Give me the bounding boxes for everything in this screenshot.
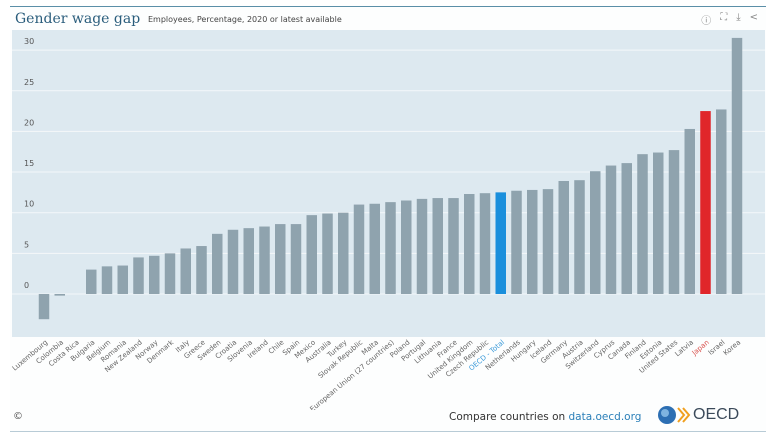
bar (590, 171, 601, 294)
bar (684, 128, 695, 294)
y-tick-label: 5 (24, 240, 29, 249)
chart-title: Gender wage gap (15, 11, 141, 27)
info-icon[interactable]: ⓘ (701, 16, 712, 27)
bar (196, 246, 207, 294)
compare-countries-text: Compare countries on data.oecd.org (449, 411, 641, 423)
bar (212, 233, 223, 294)
bar (621, 163, 632, 294)
bar (54, 294, 65, 296)
bar (149, 255, 160, 294)
bar (164, 253, 176, 294)
x-tick-label: Latvia (674, 338, 695, 358)
bar (558, 180, 569, 294)
x-tick-label: Korea (722, 338, 742, 357)
bar (243, 228, 254, 294)
bar (511, 190, 522, 294)
y-tick-label: 10 (24, 200, 34, 209)
data-oecd-link[interactable]: data.oecd.org (568, 411, 642, 423)
bar (448, 198, 459, 294)
bar (275, 224, 286, 294)
bar (432, 198, 443, 294)
bar (653, 152, 664, 294)
bar (479, 193, 491, 294)
bar (86, 269, 97, 294)
bar (38, 294, 50, 320)
bar (306, 215, 317, 294)
bar (117, 265, 128, 294)
toolbar: ⓘ ⛶ ⤓ < (701, 12, 758, 27)
bar (180, 248, 191, 294)
bar (731, 37, 743, 294)
oecd-logo: OECD (657, 405, 739, 425)
bar (668, 150, 680, 294)
bar (464, 194, 475, 294)
globe-icon (658, 406, 691, 424)
bar (290, 224, 302, 294)
bar (605, 165, 617, 294)
download-icon[interactable]: ⤓ (736, 12, 741, 23)
bar (353, 204, 365, 294)
bar (700, 111, 711, 294)
bar (637, 154, 648, 294)
bar (133, 257, 144, 294)
compare-label: Compare countries on (449, 411, 569, 423)
chart-header: Gender wage gap Employees, Percentage, 2… (10, 7, 766, 31)
bar (385, 202, 396, 294)
y-tick-label: 0 (24, 281, 29, 290)
bar (716, 109, 727, 294)
bar (416, 198, 428, 294)
share-icon[interactable]: < (749, 12, 758, 23)
bar (338, 212, 349, 294)
bar (369, 203, 380, 294)
y-tick-label: 20 (24, 118, 34, 127)
oecd-logo-text: OECD (693, 406, 740, 423)
bar (227, 229, 239, 294)
bar (401, 200, 412, 294)
y-tick-label: 15 (24, 159, 34, 168)
copyright: © (13, 411, 23, 422)
chart-subtitle: Employees, Percentage, 2020 or latest av… (148, 15, 342, 24)
y-tick-label: 30 (24, 37, 34, 46)
x-tick-label: Japan (690, 338, 711, 357)
bar (542, 189, 554, 294)
bar (322, 213, 333, 294)
y-tick-label: 25 (24, 78, 34, 87)
bar (495, 192, 506, 294)
fullscreen-icon[interactable]: ⛶ (720, 12, 728, 23)
bar (101, 266, 113, 294)
bar (527, 189, 538, 294)
bar (574, 180, 585, 294)
bar (259, 226, 270, 294)
